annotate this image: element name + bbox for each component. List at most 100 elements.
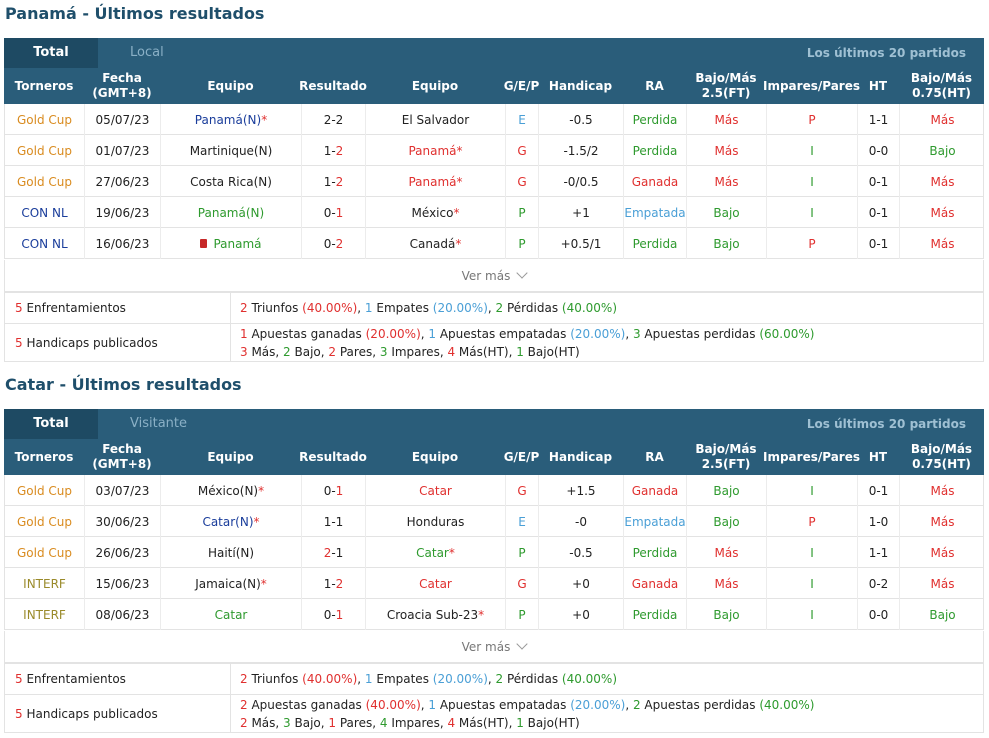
over-under-ft-cell: Bajo — [687, 599, 767, 630]
date-cell: 15/06/23 — [85, 568, 161, 599]
result-letter-cell: E — [506, 506, 539, 537]
score-cell[interactable]: 1-2 — [302, 568, 366, 599]
away-team-cell[interactable]: México * — [366, 197, 506, 228]
home-team-cell[interactable]: Panamá — [161, 228, 302, 259]
away-team-cell[interactable]: Canadá * — [366, 228, 506, 259]
tab-filter[interactable]: Local — [130, 45, 164, 60]
home-team-cell[interactable]: Catar — [161, 599, 302, 630]
away-team-cell[interactable]: Panamá * — [366, 166, 506, 197]
tab-filter[interactable]: Visitante — [130, 416, 188, 431]
score-cell[interactable]: 1-2 — [302, 135, 366, 166]
results-table: Gold Cup 03/07/23 México(N) * 0-1 Catar G +1.5 G… — [4, 475, 984, 630]
ver-mas-button[interactable]: Ver más — [4, 260, 984, 292]
ra-cell: Perdida — [624, 104, 687, 135]
tournament-cell[interactable]: Gold Cup — [5, 506, 85, 537]
result-letter-cell: E — [506, 104, 539, 135]
column-header: Impares/Pares — [763, 78, 861, 93]
tournament-cell[interactable]: INTERF — [5, 599, 85, 630]
column-header: Impares/Pares — [763, 449, 861, 464]
summary-label: 5 Enfrentamientos — [5, 293, 231, 323]
score-cell[interactable]: 0-2 — [302, 228, 366, 259]
star-marker: * — [456, 143, 463, 158]
score-cell[interactable]: 0-1 — [302, 599, 366, 630]
over-under-ht-cell: Más — [930, 514, 955, 529]
summary-label: 5 Enfrentamientos — [5, 664, 231, 694]
column-header: Resultado — [299, 78, 367, 93]
ver-mas-button[interactable]: Ver más — [4, 631, 984, 663]
half-time-cell: 1-0 — [858, 506, 900, 537]
column-header: G/E/P — [503, 449, 540, 464]
score-cell[interactable]: 2-1 — [302, 537, 366, 568]
date-cell: 05/07/23 — [85, 104, 161, 135]
section-title: Panamá - Últimos resultados — [5, 4, 265, 23]
table-header: Torneros Fecha (GMT+8) Equipo Resultado Equi… — [4, 439, 984, 475]
half-time-cell: 0-0 — [858, 599, 900, 630]
home-team-cell[interactable]: Costa Rica(N) — [161, 166, 302, 197]
score-cell[interactable]: 1-1 — [302, 506, 366, 537]
tournament-cell[interactable]: Gold Cup — [5, 537, 85, 568]
summary-row-handicaps: 5 Handicaps publicados 2 Apuestas ganada… — [5, 695, 983, 732]
star-marker: * — [455, 236, 462, 251]
summary-row-matches: 5 Enfrentamientos 2 Triunfos (40.00%), 1… — [5, 664, 983, 695]
ra-cell: Empatada — [624, 506, 687, 537]
score-cell[interactable]: 2-2 — [302, 104, 366, 135]
summary-table: 5 Enfrentamientos 2 Triunfos (40.00%), 1… — [4, 292, 984, 362]
score-cell[interactable]: 0-1 — [302, 197, 366, 228]
tournament-cell[interactable]: Gold Cup — [5, 135, 85, 166]
over-under-ht-cell: Más — [930, 174, 955, 189]
odd-even-cell: I — [767, 135, 858, 166]
handicap-cell: -0.5 — [539, 104, 624, 135]
handicap-cell: +0 — [539, 568, 624, 599]
away-team-cell[interactable]: Panamá * — [366, 135, 506, 166]
handicap-cell: +0.5/1 — [539, 228, 624, 259]
away-team-cell[interactable]: El Salvador — [366, 104, 506, 135]
column-header: Equipo — [411, 449, 459, 464]
tournament-cell[interactable]: Gold Cup — [5, 166, 85, 197]
over-under-ft-cell: Más — [687, 166, 767, 197]
column-header: Equipo — [207, 78, 254, 93]
column-header: Resultado — [299, 449, 367, 464]
away-team-cell[interactable]: Croacia Sub-23 * — [366, 599, 506, 630]
away-team-cell[interactable]: Catar — [366, 568, 506, 599]
chevron-down-icon — [516, 267, 529, 279]
away-team-cell[interactable]: Catar — [366, 475, 506, 506]
over-under-ht-cell: Más — [930, 576, 955, 591]
result-letter-cell: P — [506, 599, 539, 630]
last-matches-selector[interactable]: Los últimos 20 partidos — [806, 46, 966, 60]
odd-even-cell: I — [767, 166, 858, 197]
home-team-cell[interactable]: Martinique(N) — [161, 135, 302, 166]
home-team-cell[interactable]: Panamá(N) * — [161, 104, 302, 135]
date-cell: 16/06/23 — [85, 228, 161, 259]
tab-total[interactable]: Total — [4, 38, 98, 68]
tournament-cell[interactable]: Gold Cup — [5, 475, 85, 506]
summary-values: 1 Apuestas ganadas (20.00%), 1 Apuestas … — [240, 327, 815, 359]
table-row: CON NL 16/06/23 Panamá 0-2 Canadá * P +0.5/1 Per… — [5, 228, 983, 259]
column-header: HT — [868, 449, 888, 464]
result-letter-cell: G — [506, 135, 539, 166]
away-team-cell[interactable]: Honduras — [366, 506, 506, 537]
tournament-cell[interactable]: CON NL — [5, 228, 85, 259]
home-team-cell[interactable]: Panamá(N) — [161, 197, 302, 228]
home-team-cell[interactable]: Catar(N) * — [161, 506, 302, 537]
date-cell: 08/06/23 — [85, 599, 161, 630]
star-marker: * — [258, 483, 265, 498]
score-cell[interactable]: 0-1 — [302, 475, 366, 506]
summary-label: 5 Handicaps publicados — [5, 324, 231, 361]
table-row: CON NL 19/06/23 Panamá(N) 0-1 México * P +1 Empa… — [5, 197, 983, 228]
home-team-cell[interactable]: México(N) * — [161, 475, 302, 506]
result-letter-cell: G — [506, 475, 539, 506]
result-letter-cell: P — [506, 537, 539, 568]
away-team-cell[interactable]: Catar * — [366, 537, 506, 568]
half-time-cell: 0-0 — [858, 135, 900, 166]
last-matches-selector[interactable]: Los últimos 20 partidos — [806, 417, 966, 431]
tournament-cell[interactable]: Gold Cup — [5, 104, 85, 135]
column-header: Handicap — [548, 449, 613, 464]
star-marker: * — [478, 607, 485, 622]
column-header: RA — [645, 78, 664, 93]
home-team-cell[interactable]: Jamaica(N) * — [161, 568, 302, 599]
score-cell[interactable]: 1-2 — [302, 166, 366, 197]
tournament-cell[interactable]: CON NL — [5, 197, 85, 228]
tournament-cell[interactable]: INTERF — [5, 568, 85, 599]
home-team-cell[interactable]: Haití(N) — [161, 537, 302, 568]
tab-total[interactable]: Total — [4, 409, 98, 439]
